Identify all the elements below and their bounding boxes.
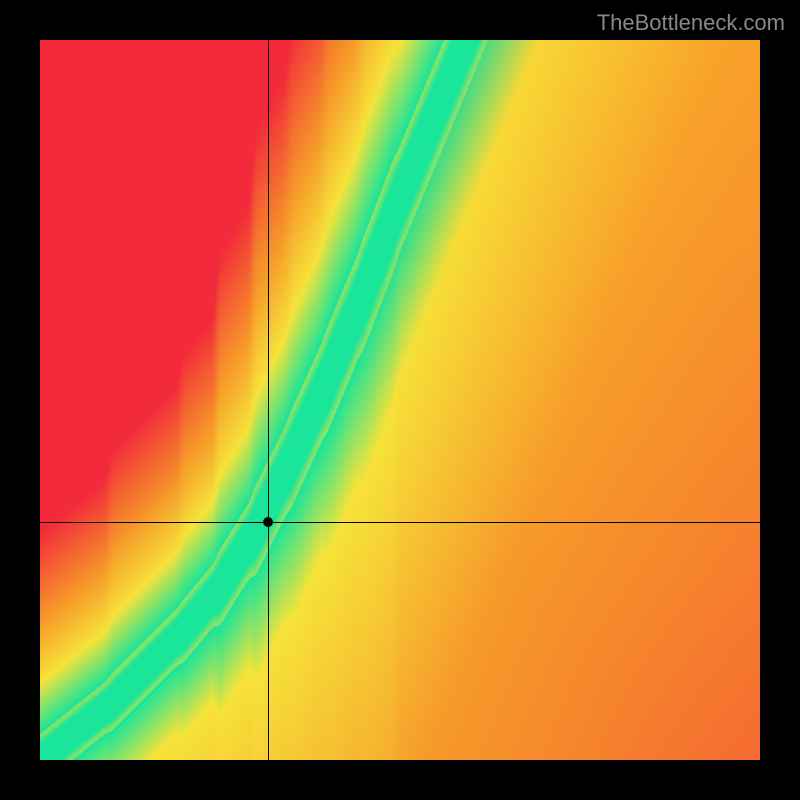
crosshair-vertical — [268, 40, 269, 760]
heatmap-canvas — [40, 40, 760, 760]
crosshair-marker — [263, 517, 273, 527]
watermark-text: TheBottleneck.com — [597, 10, 785, 36]
heatmap-plot — [40, 40, 760, 760]
crosshair-horizontal — [40, 522, 760, 523]
